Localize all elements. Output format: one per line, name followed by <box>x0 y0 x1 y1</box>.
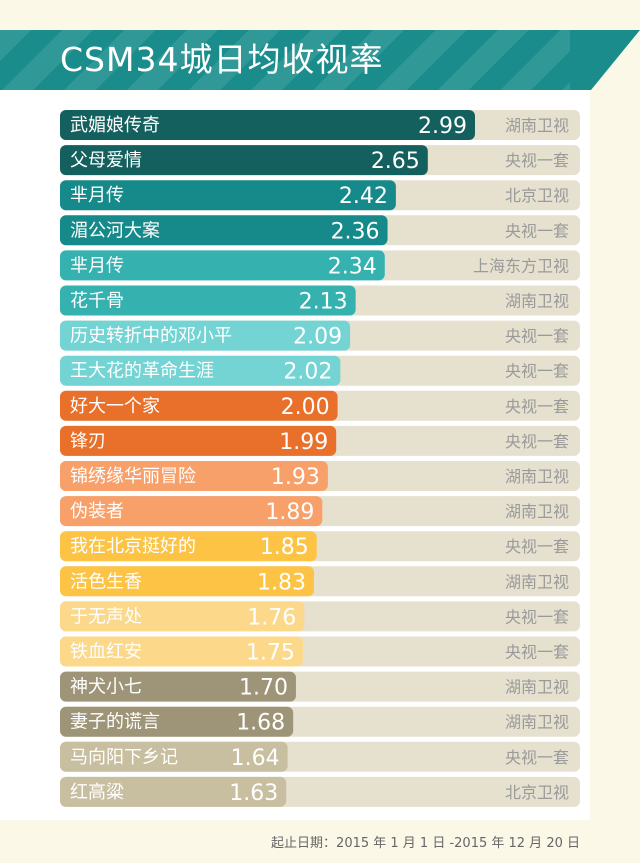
page-title: CSM34城日均收视率 <box>60 40 384 79</box>
bar <box>60 320 351 351</box>
bar-category-label: 武媚娘传奇 <box>70 115 160 136</box>
channel-label: 湖南卫视 <box>505 292 569 311</box>
bar-value-label: 2.65 <box>371 149 420 174</box>
channel-label: 北京卫视 <box>505 783 569 802</box>
bar <box>60 180 396 211</box>
bar <box>60 355 341 386</box>
channel-label: 湖南卫视 <box>505 713 569 732</box>
bar-category-label: 伪装者 <box>70 501 124 522</box>
bar <box>60 145 428 176</box>
bar-value-label: 2.99 <box>418 114 467 139</box>
bar-value-label: 1.68 <box>236 711 285 736</box>
bar <box>60 285 356 316</box>
channel-label: 湖南卫视 <box>505 467 569 486</box>
bar-value-label: 2.13 <box>299 290 348 315</box>
bar <box>60 390 338 421</box>
channel-label: 湖南卫视 <box>505 678 569 697</box>
bar-category-label: 锦绣缘华丽冒险 <box>70 466 196 487</box>
channel-label: 央视一套 <box>505 432 569 451</box>
channel-label: 北京卫视 <box>505 186 569 205</box>
bar <box>60 671 296 702</box>
channel-label: 央视一套 <box>505 607 569 626</box>
bar <box>60 636 303 667</box>
channel-label: 央视一套 <box>505 221 569 240</box>
channel-label: 央视一套 <box>505 643 569 662</box>
bar-value-label: 2.00 <box>281 395 330 420</box>
bar-category-label: 马向阳下乡记 <box>70 747 178 768</box>
channel-label: 央视一套 <box>505 151 569 170</box>
bar <box>60 531 317 562</box>
title-banner <box>0 30 590 90</box>
bar-category-label: 历史转折中的邓小平 <box>70 326 232 347</box>
bar-value-label: 1.76 <box>247 605 296 630</box>
bar-category-label: 父母爱情 <box>70 150 142 171</box>
bar-value-label: 1.63 <box>229 781 278 806</box>
bar-category-label: 锋刃 <box>70 431 106 452</box>
bar-category-label: 芈月传 <box>70 185 124 206</box>
bar-category-label: 活色生香 <box>70 571 142 592</box>
bar-category-label: 于无声处 <box>70 606 142 627</box>
channel-label: 上海东方卫视 <box>473 256 569 275</box>
bar <box>60 215 388 246</box>
bar <box>60 741 288 772</box>
channel-label: 央视一套 <box>505 537 569 556</box>
bar-category-label: 妻子的谎言 <box>70 712 160 733</box>
bar-value-label: 1.93 <box>271 465 320 490</box>
bar <box>60 110 475 140</box>
bar-value-label: 1.75 <box>246 641 295 666</box>
bar <box>60 425 337 456</box>
bar-category-label: 花千骨 <box>70 291 124 312</box>
bar-category-label: 好大一个家 <box>70 396 160 417</box>
channel-label: 央视一套 <box>505 362 569 381</box>
bar-value-label: 1.83 <box>257 570 306 595</box>
bar <box>60 250 385 281</box>
channel-label: 央视一套 <box>505 327 569 346</box>
channel-label: 央视一套 <box>505 397 569 416</box>
date-range-note: 起止日期：2015 年 1 月 1 日 -2015 年 12 月 20 日 <box>271 836 580 851</box>
bar-category-label: 神犬小七 <box>70 677 142 698</box>
channel-label: 湖南卫视 <box>505 572 569 591</box>
bar <box>60 776 287 807</box>
bar <box>60 496 323 527</box>
bar-value-label: 2.34 <box>328 254 377 279</box>
title-banner-tail <box>570 30 640 90</box>
channel-label: 湖南卫视 <box>505 116 569 135</box>
bar-value-label: 2.02 <box>283 360 332 385</box>
bar-category-label: 芈月传 <box>70 255 124 276</box>
bar-value-label: 1.85 <box>260 535 309 560</box>
bar-category-label: 王大花的革命生涯 <box>70 361 214 382</box>
channel-label: 央视一套 <box>505 748 569 767</box>
bar <box>60 706 294 737</box>
bar-category-label: 铁血红安 <box>70 642 142 663</box>
bar <box>60 461 328 491</box>
bar-value-label: 1.70 <box>239 676 288 701</box>
bar-category-label: 红高粱 <box>70 782 124 803</box>
bar-category-label: 湄公河大案 <box>70 220 160 241</box>
chart-panel: 武媚娘传奇 2.99 湖南卫视 父母爱情 2.65 央视一套 芈月传 2.42 北京卫视 湄公河大… <box>0 90 590 820</box>
bar-value-label: 1.89 <box>265 500 314 525</box>
channel-label: 湖南卫视 <box>505 502 569 521</box>
bar-value-label: 2.09 <box>293 325 342 350</box>
bar <box>60 566 314 597</box>
bar-value-label: 1.99 <box>279 430 328 455</box>
bar-category-label: 我在北京挺好的 <box>70 536 196 557</box>
bar-value-label: 2.36 <box>331 219 380 244</box>
bar-value-label: 1.64 <box>231 746 280 771</box>
bar <box>60 601 305 632</box>
bar-value-label: 2.42 <box>339 184 388 209</box>
